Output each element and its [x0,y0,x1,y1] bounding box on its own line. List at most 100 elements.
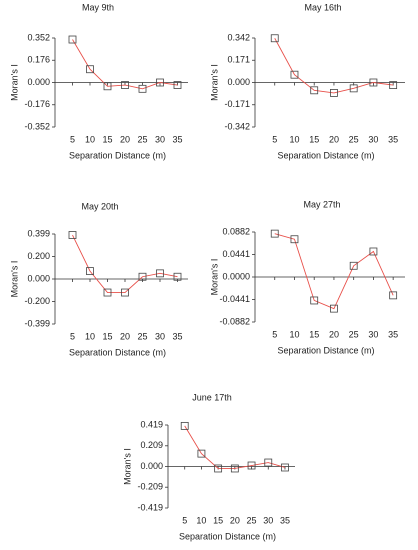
x-tick-label: 35 [172,331,182,341]
marker [68,231,77,239]
x-tick-label: 30 [155,331,165,341]
y-tick-label: -0.200 [24,296,50,306]
marker [290,70,299,79]
marker [290,235,299,244]
series-line [72,39,178,90]
y-tick-label: 0.399 [27,228,50,238]
y-tick-label: 0.0000 [222,271,250,281]
x-tick-label: 25 [137,134,147,144]
x-tick-label: 5 [70,134,75,144]
x-tick-label: 5 [272,134,277,144]
x-tick-label: 25 [137,331,147,341]
x-tick-label: 25 [349,329,359,339]
x-tick-label: 35 [280,515,290,525]
marker [138,272,147,281]
y-tick-label: 0.000 [27,273,50,283]
marker [214,464,223,473]
y-tick-label: -0.0441 [219,294,250,304]
chart-title: May 20th [81,201,118,211]
marker [389,81,398,90]
marker [264,458,273,467]
y-axis-label: Moran's I [209,64,219,101]
marker [281,463,289,472]
x-tick-label: 35 [388,134,398,144]
marker [369,247,378,256]
marker [121,81,129,89]
x-tick-label: 10 [196,515,206,525]
chart-title: May 16th [304,2,341,12]
marker [138,84,147,93]
x-tick-label: 10 [85,134,95,144]
marker [369,78,378,87]
x-tick-label: 10 [289,329,299,339]
y-tick-label: -0.0882 [219,316,250,326]
marker [121,288,129,297]
marker [310,296,319,305]
chart-title: May 9th [82,2,114,12]
y-axis-label: Moran's I [209,259,219,296]
x-axis-label: Separation Distance (m) [69,347,166,357]
marker [270,229,279,238]
y-tick-label: 0.209 [140,440,163,450]
y-tick-label: 0.342 [227,32,250,42]
x-tick-label: 20 [120,134,130,144]
marker [247,461,256,470]
y-tick-label: 0.0441 [222,249,250,259]
x-tick-label: 10 [289,134,299,144]
marker [197,449,206,458]
x-tick-label: 20 [329,329,339,339]
marker [156,78,164,87]
x-tick-label: 20 [230,515,240,525]
x-tick-label: 5 [182,515,187,525]
y-tick-label: -0.419 [137,502,163,512]
marker [86,65,94,74]
marker [86,267,94,276]
series-line [274,38,394,94]
x-tick-label: 5 [70,331,75,341]
chart-title: June 17th [192,392,232,402]
series-line [72,234,178,293]
chart-title: May 27th [303,199,340,209]
x-axis-label: Separation Distance (m) [179,531,276,541]
marker [349,84,358,93]
x-tick-label: 10 [85,331,95,341]
y-tick-label: -0.342 [224,121,250,131]
x-tick-label: 35 [388,329,398,339]
marker [389,291,398,300]
y-axis-label: Moran's I [9,261,19,298]
marker [349,261,358,270]
x-tick-label: 15 [309,329,319,339]
y-tick-label: 0.000 [140,461,163,471]
x-tick-label: 20 [120,331,130,341]
y-tick-label: -0.171 [224,99,250,109]
y-tick-label: -0.399 [24,318,50,328]
y-tick-label: 0.352 [27,32,50,42]
y-axis-label: Moran's I [9,64,19,101]
x-tick-label: 30 [368,134,378,144]
series-line [274,233,394,310]
y-tick-label: -0.176 [24,99,50,109]
y-tick-label: -0.209 [137,482,163,492]
x-tick-label: 15 [102,331,112,341]
y-tick-label: 0.0882 [222,226,250,236]
x-tick-label: 30 [155,134,165,144]
marker [173,81,182,89]
marker [103,82,112,91]
y-tick-label: 0.171 [227,55,250,65]
y-tick-label: 0.000 [227,77,250,87]
y-axis-label: Moran's I [122,448,132,485]
x-axis-label: Separation Distance (m) [277,345,374,355]
marker [173,272,182,281]
y-tick-label: 0.000 [27,77,50,87]
x-axis-label: Separation Distance (m) [277,150,374,160]
y-tick-label: -0.352 [24,121,50,131]
marker [68,35,77,44]
x-tick-label: 35 [172,134,182,144]
marker [103,288,112,297]
x-tick-label: 15 [213,515,223,525]
x-tick-label: 25 [247,515,257,525]
marker [330,89,338,97]
series-line [184,425,286,469]
x-tick-label: 25 [349,134,359,144]
